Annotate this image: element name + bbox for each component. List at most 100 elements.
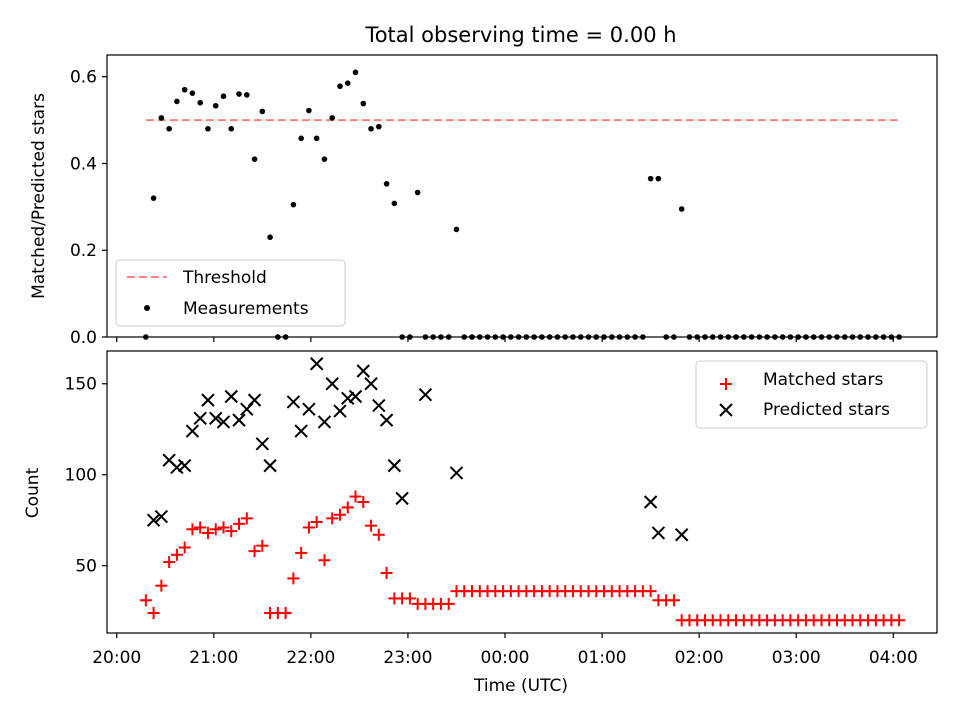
matched-point xyxy=(279,606,292,619)
measurement-point xyxy=(236,91,242,97)
top-y-tick-label: 0.6 xyxy=(70,68,97,88)
matched-point xyxy=(442,597,455,610)
top-y-tick-label: 0.4 xyxy=(70,154,97,174)
matched-point xyxy=(357,496,370,509)
matched-point xyxy=(372,528,385,541)
measurement-point xyxy=(259,108,266,115)
measurement-point xyxy=(414,189,421,196)
measurement-point xyxy=(212,102,219,109)
predicted-point xyxy=(232,413,246,427)
predicted-point xyxy=(364,377,378,391)
matched-point xyxy=(380,566,393,579)
x-tick-label: 00:00 xyxy=(481,648,530,668)
measurement-point xyxy=(243,92,250,98)
measurement-point xyxy=(228,125,235,132)
x-tick-label: 20:00 xyxy=(92,648,141,668)
measurement-point xyxy=(360,100,367,107)
measurement-point xyxy=(383,181,390,187)
bottom-y-tick-label: 150 xyxy=(65,375,97,395)
bottom-y-axis-label: Count xyxy=(23,467,43,518)
matched-point xyxy=(256,539,269,552)
predicted-point xyxy=(263,458,277,473)
measurement-point xyxy=(329,115,336,121)
matched-point xyxy=(310,516,323,529)
measurement-point xyxy=(376,123,382,130)
x-tick-label: 22:00 xyxy=(286,648,335,668)
top-legend: Threshold Measurements xyxy=(115,259,346,327)
matched-point xyxy=(318,554,331,567)
bottom-points xyxy=(139,357,906,627)
predicted-point xyxy=(317,415,332,429)
top-y-tick-label: 0.2 xyxy=(70,241,97,261)
measurement-point xyxy=(344,80,351,86)
matched-point xyxy=(287,572,300,585)
top-axes-frame xyxy=(106,54,938,338)
measurement-point xyxy=(655,175,662,182)
bottom-y-tick-label: 100 xyxy=(65,466,97,486)
matched-point xyxy=(225,525,238,538)
bottom-legend: Matched stars Predicted stars xyxy=(695,360,928,429)
measurement-point xyxy=(321,156,328,162)
predicted-point xyxy=(146,513,161,527)
predicted-point xyxy=(302,402,316,416)
chart-title: Total observing time = 0.00 h xyxy=(364,23,676,47)
predicted-point xyxy=(224,389,238,404)
measurement-point xyxy=(306,107,312,114)
measurement-point xyxy=(290,201,297,208)
bottom-panel: 50 100 150 20:00 21:00 22:00 23:00 00:00 01:00 02… xyxy=(23,350,938,696)
predicted-point xyxy=(449,466,464,480)
measurement-point xyxy=(453,226,460,233)
matched-point xyxy=(341,501,354,514)
predicted-point xyxy=(170,460,184,475)
predicted-point xyxy=(325,377,339,391)
bottom-ticks: 50 100 150 20:00 21:00 22:00 23:00 00:00 01:00 02… xyxy=(65,375,918,668)
predicted-point xyxy=(387,458,402,473)
predicted-point xyxy=(201,393,215,407)
predicted-point xyxy=(216,415,231,429)
predicted-point xyxy=(651,526,666,540)
measurement-point xyxy=(337,83,343,90)
bottom-axes-frame xyxy=(106,350,938,634)
matched-point xyxy=(194,521,207,534)
measurement-point xyxy=(158,115,165,121)
measurement-point xyxy=(267,234,273,241)
measurement-point xyxy=(189,90,196,96)
measurement-point xyxy=(313,135,320,142)
matched-point xyxy=(233,517,246,530)
legend-measurements-label: Measurements xyxy=(183,299,309,319)
predicted-point xyxy=(348,389,363,404)
predicted-point xyxy=(674,528,689,542)
predicted-point xyxy=(379,413,394,427)
matched-point xyxy=(349,490,362,503)
matched-point xyxy=(155,579,168,592)
predicted-point xyxy=(177,458,192,473)
legend-predicted-swatch xyxy=(719,403,733,417)
matched-point xyxy=(667,594,680,607)
predicted-point xyxy=(341,391,355,406)
x-tick-label: 21:00 xyxy=(189,648,238,668)
measurement-point xyxy=(150,195,157,201)
legend-matched-swatch xyxy=(720,378,732,390)
matched-point xyxy=(248,545,261,558)
matched-point xyxy=(201,526,214,539)
predicted-point xyxy=(286,395,301,409)
predicted-point xyxy=(643,495,658,509)
matched-point xyxy=(147,606,160,619)
bottom-y-tick-label: 50 xyxy=(75,557,97,577)
top-y-axis-label: Matched/Predicted stars xyxy=(29,93,49,299)
measurement-point xyxy=(391,200,398,207)
matched-point xyxy=(295,546,308,559)
predicted-point xyxy=(193,411,207,426)
predicted-point xyxy=(185,424,200,438)
matched-point xyxy=(139,594,152,607)
measurement-point xyxy=(251,156,258,162)
measurement-point xyxy=(181,86,188,93)
predicted-point xyxy=(372,398,386,413)
predicted-point xyxy=(294,424,308,438)
x-tick-label: 03:00 xyxy=(772,648,821,668)
matched-point xyxy=(365,519,378,532)
measurement-point xyxy=(220,93,227,100)
matched-point xyxy=(644,585,657,598)
measurement-point xyxy=(368,125,374,132)
